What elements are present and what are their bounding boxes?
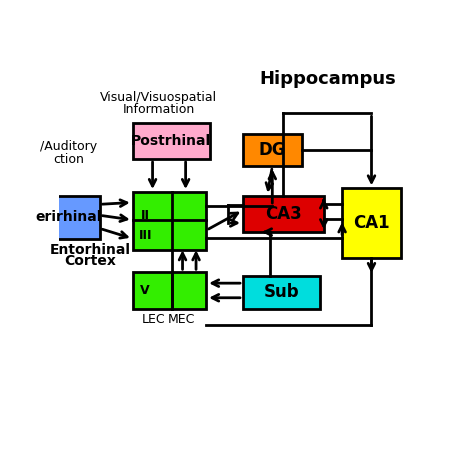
Text: /Auditory: /Auditory <box>40 140 97 153</box>
FancyBboxPatch shape <box>243 196 324 232</box>
FancyBboxPatch shape <box>243 134 301 166</box>
Text: V: V <box>140 284 149 297</box>
FancyBboxPatch shape <box>243 276 320 309</box>
FancyBboxPatch shape <box>342 188 401 258</box>
Text: ction: ction <box>53 153 84 165</box>
Text: CA1: CA1 <box>353 214 390 232</box>
Text: MEC: MEC <box>168 313 195 326</box>
Text: Postrhinal: Postrhinal <box>131 134 211 148</box>
Text: CA3: CA3 <box>265 205 302 223</box>
Text: II: II <box>141 209 150 222</box>
Text: LEC: LEC <box>142 313 166 326</box>
Text: Information: Information <box>122 103 194 116</box>
FancyBboxPatch shape <box>133 123 210 159</box>
FancyBboxPatch shape <box>133 192 206 250</box>
Text: Hippocampus: Hippocampus <box>259 70 396 88</box>
FancyBboxPatch shape <box>37 196 100 239</box>
Text: Entorhinal: Entorhinal <box>50 243 131 257</box>
Text: DG: DG <box>258 141 286 159</box>
FancyBboxPatch shape <box>133 272 206 309</box>
Text: III: III <box>139 229 152 242</box>
Text: Visual/Visuospatial: Visual/Visuospatial <box>100 91 217 103</box>
Text: Sub: Sub <box>264 283 299 301</box>
Text: Cortex: Cortex <box>64 254 117 268</box>
Text: erirhinal: erirhinal <box>35 210 101 225</box>
